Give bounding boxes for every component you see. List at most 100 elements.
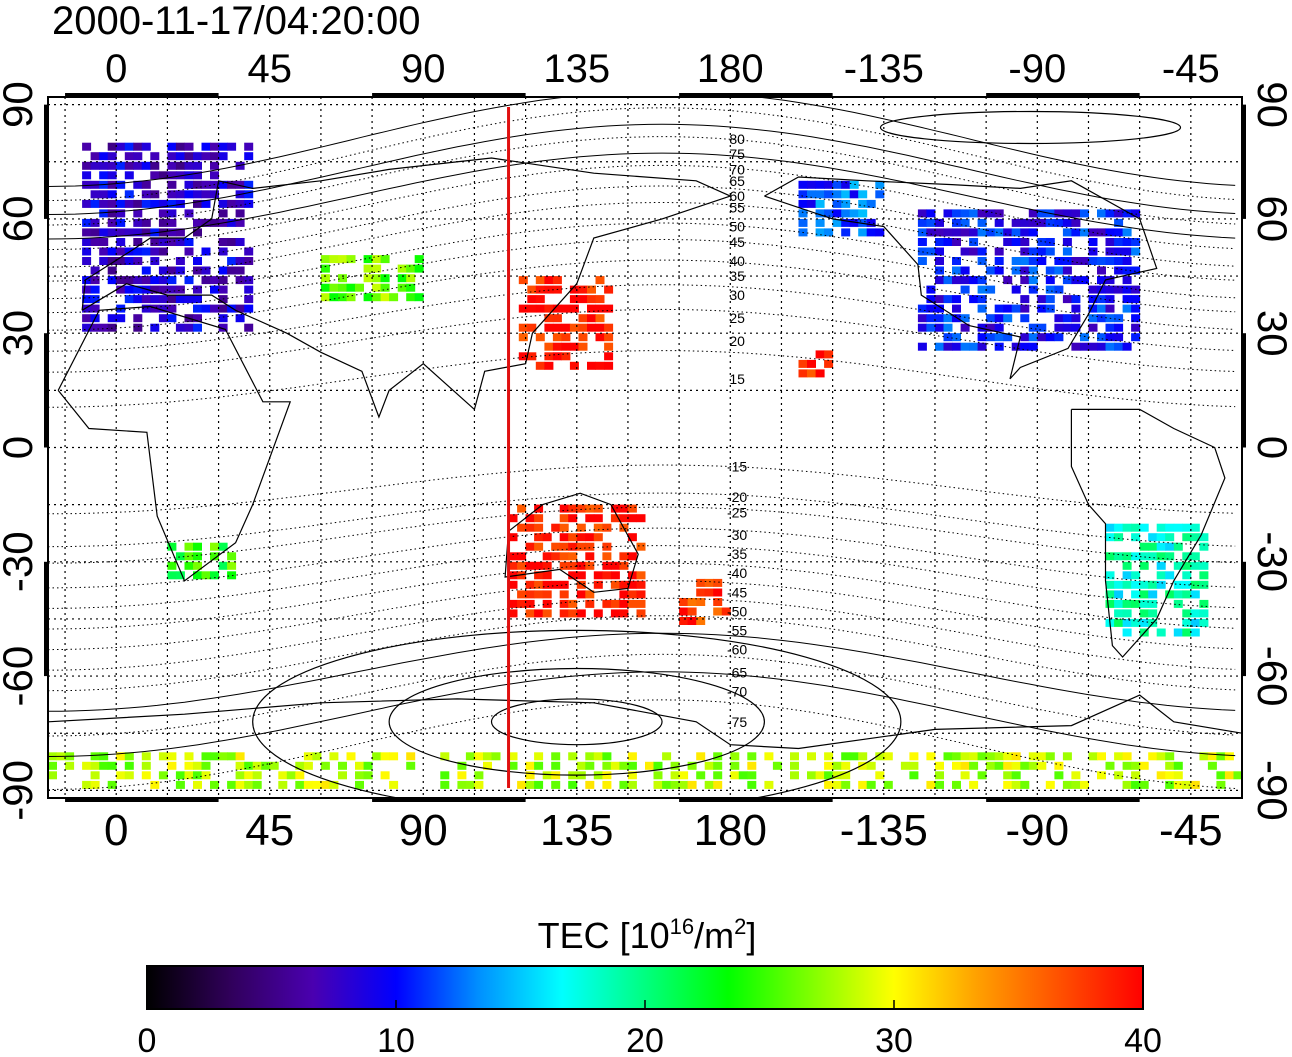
tec-pixel [1122, 342, 1132, 351]
tec-pixel [99, 209, 109, 218]
coastline [81, 157, 732, 419]
tec-pixel [636, 571, 646, 580]
tec-pixel [1122, 609, 1132, 618]
tec-pixel [1028, 247, 1038, 256]
tec-pixel [994, 323, 1004, 332]
tec-pixel [568, 533, 578, 542]
tec-pixel [595, 323, 605, 332]
tec-pixel [363, 255, 373, 264]
tec-pixel [977, 228, 987, 237]
tec-pixel [619, 761, 629, 770]
tec-pixel [167, 314, 177, 323]
tec-pixel [508, 514, 518, 523]
tec-pixel [917, 218, 927, 227]
tec-pixel [1080, 257, 1089, 265]
tec-pixel [406, 274, 416, 283]
tec-pixel [82, 323, 92, 332]
tec-pixel [1131, 333, 1141, 342]
tec-pixel [380, 293, 390, 302]
tec-pixel [576, 533, 586, 542]
tec-pixel [82, 142, 92, 151]
tec-pixel [1062, 295, 1072, 304]
tec-pixel [227, 142, 237, 151]
tec-pixel [969, 761, 979, 770]
tec-pixel [1148, 552, 1158, 561]
tec-pixel [525, 561, 535, 570]
tec-pixel [193, 561, 202, 570]
tec-pixel [1114, 342, 1124, 351]
tec-pixel [227, 780, 237, 789]
tec-pixel [994, 314, 1004, 323]
tec-pixel [329, 780, 339, 789]
tec-pixel [849, 209, 859, 218]
tec-pixel [1097, 771, 1106, 780]
tec-pixel [1148, 590, 1158, 599]
tec-pixel [1037, 323, 1047, 332]
tec-pixel [150, 190, 160, 199]
tec-pixel [986, 209, 996, 218]
tec-pixel [184, 171, 194, 180]
tec-pixel [841, 180, 851, 189]
tec-pixel [952, 752, 961, 761]
tec-pixel [1011, 238, 1021, 246]
tec-pixel [559, 542, 569, 551]
tec-pixel [713, 598, 723, 606]
tec-pixel [363, 274, 373, 283]
tec-pixel [1122, 752, 1132, 761]
tec-pixel [372, 264, 382, 273]
tec-pixel [227, 561, 237, 570]
tec-pixel [167, 276, 177, 285]
tec-pixel [883, 752, 893, 761]
tec-pixel [687, 598, 697, 606]
tec-pixel [82, 285, 92, 294]
tec-pixel [320, 293, 330, 302]
tec-pixel [116, 752, 126, 761]
tec-pixel [824, 209, 834, 218]
tec-pixel [858, 761, 868, 770]
tec-pixel [380, 283, 390, 292]
tec-pixel [1122, 523, 1132, 532]
tec-pixel [824, 190, 834, 199]
tec-pixel [508, 580, 518, 589]
tec-pixel [107, 247, 117, 256]
tec-pixel [158, 199, 168, 208]
tec-pixel [244, 257, 254, 265]
tec-pixel [1045, 285, 1055, 294]
tec-pixel [578, 342, 588, 351]
y-tick-label-left: 0 [0, 436, 41, 459]
tec-pixel [99, 323, 109, 332]
tec-pixel [977, 752, 987, 761]
tec-pixel [295, 771, 305, 780]
tec-pixel [670, 771, 680, 780]
tec-pixel [1028, 276, 1038, 285]
tec-pixel [141, 761, 151, 770]
tec-pixel [99, 257, 109, 265]
tec-pixel [141, 142, 151, 151]
tec-pixel [201, 276, 211, 285]
tec-pixel [969, 228, 979, 237]
tec-pixel [610, 580, 620, 589]
tec-pixel [696, 598, 706, 606]
tec-pixel [1011, 257, 1021, 265]
tec-pixel [1020, 266, 1030, 275]
tec-pixel [218, 304, 228, 313]
tec-pixel [704, 588, 714, 597]
colorbar-label-main: TEC [10 [538, 915, 670, 956]
tec-pixel [952, 266, 961, 275]
tec-pixel [329, 293, 339, 302]
tec-pixel [1139, 780, 1149, 789]
tec-pixel [508, 752, 518, 761]
tec-pixel [133, 142, 143, 151]
tec-pixel [935, 323, 944, 332]
coastline [57, 305, 292, 582]
edge-bar [65, 93, 219, 98]
tec-pixel [167, 228, 177, 237]
tec-pixel [807, 190, 816, 199]
tec-pixel [679, 607, 689, 616]
magnetic-contour-label: 70 [729, 161, 745, 177]
tec-pixel [1122, 628, 1132, 637]
tec-pixel [167, 190, 177, 199]
tec-pixel [696, 617, 706, 625]
tec-pixel [1122, 580, 1132, 589]
tec-pixel [133, 152, 143, 161]
